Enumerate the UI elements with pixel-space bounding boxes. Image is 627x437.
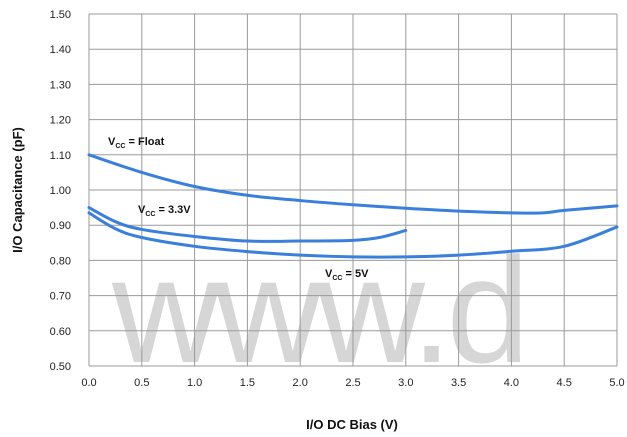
- y-tick-label: 0.60: [50, 326, 71, 338]
- y-tick-label: 1.20: [50, 115, 71, 127]
- series-lines: [87, 153, 619, 259]
- x-tick-label: 0.5: [134, 377, 149, 389]
- y-axis-title: I/O Capacitance (pF): [10, 127, 25, 253]
- x-tick-label: 1.0: [187, 377, 202, 389]
- y-tick-label: 1.50: [50, 9, 71, 21]
- grid: [88, 13, 618, 367]
- x-tick-label: 2.0: [293, 377, 308, 389]
- x-tick-label: 5.0: [609, 377, 624, 389]
- series-line-float: [87, 153, 619, 215]
- watermark: www.d: [111, 226, 524, 394]
- x-tick-label: 1.5: [240, 377, 255, 389]
- series-label-float: VCC = Float: [108, 136, 165, 150]
- y-tick-label: 0.70: [50, 291, 71, 303]
- x-tick-label: 2.5: [345, 377, 360, 389]
- y-tick-label: 0.80: [50, 255, 71, 267]
- x-tick-label: 0.0: [81, 377, 96, 389]
- y-tick-label: 1.40: [50, 44, 71, 56]
- x-tick-labels: 0.0 0.5 1.0 1.5 2.0 2.5 3.0 3.5 4.0 4.5 5.0: [81, 377, 624, 389]
- series-label-5v: VCC = 5V: [325, 268, 369, 282]
- series-label-3-3v: VCC = 3.3V: [138, 204, 191, 218]
- y-tick-label: 1.30: [50, 79, 71, 91]
- x-tick-label: 3.0: [398, 377, 413, 389]
- x-tick-label: 4.5: [557, 377, 572, 389]
- series-line-5v: [87, 211, 619, 259]
- y-tick-label: 1.00: [50, 185, 71, 197]
- x-axis-title: I/O DC Bias (V): [306, 417, 398, 432]
- x-tick-label: 4.0: [504, 377, 519, 389]
- y-tick-label: 0.50: [50, 361, 71, 373]
- y-tick-labels: 0.50 0.60 0.70 0.80 0.90 1.00 1.10 1.20 1.30 1.40…: [50, 9, 71, 373]
- series-line-3-3v: [87, 206, 408, 243]
- series-labels: VCC = Float VCC = 3.3V VCC = 5V: [108, 136, 369, 282]
- y-tick-label: 1.10: [50, 150, 71, 162]
- x-tick-label: 3.5: [451, 377, 466, 389]
- y-tick-label: 0.90: [50, 220, 71, 232]
